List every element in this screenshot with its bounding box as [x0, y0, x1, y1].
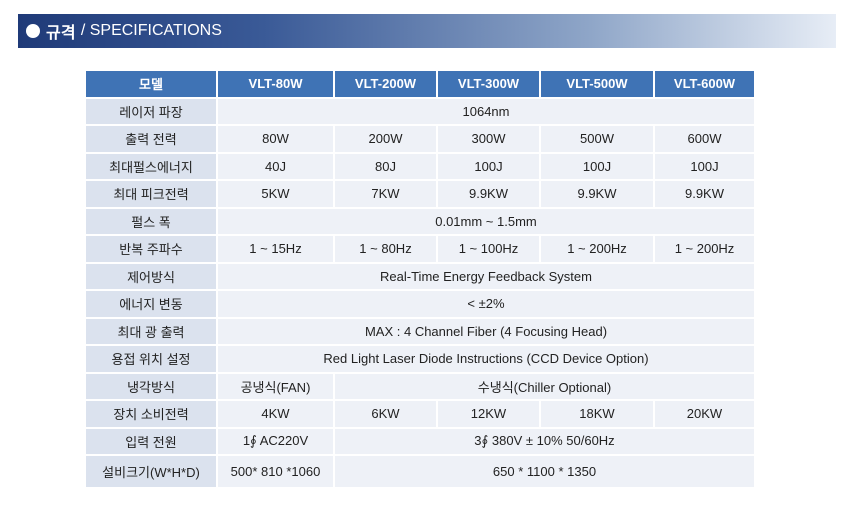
table-row: 펄스 폭 0.01mm ~ 1.5mm — [84, 206, 756, 236]
table-row: 장치 소비전력 4KW 6KW 12KW 18KW 20KW — [84, 399, 756, 429]
table-cell: 20KW — [653, 399, 756, 429]
row-label: 냉각방식 — [84, 371, 218, 401]
table-row: 설비크기(W*H*D) 500* 810 *1060 650 * 1100 * … — [84, 454, 756, 489]
col-header-model: 모델 — [84, 69, 218, 99]
table-cell: 4KW — [216, 399, 335, 429]
table-row: 최대 피크전력 5KW 7KW 9.9KW 9.9KW 9.9KW — [84, 179, 756, 209]
spec-table: 모델 VLT-80W VLT-200W VLT-300W VLT-500W VL… — [84, 69, 756, 489]
table-row: 냉각방식 공냉식(FAN) 수냉식(Chiller Optional) — [84, 371, 756, 401]
row-label: 최대펄스에너지 — [84, 151, 218, 181]
table-cell: 5KW — [216, 179, 335, 209]
col-header-vlt-600w: VLT-600W — [653, 69, 756, 99]
table-row: 레이저 파장 1064nm — [84, 96, 756, 126]
table-cell: 650 * 1100 * 1350 — [333, 454, 756, 489]
row-label: 에너지 변동 — [84, 289, 218, 319]
row-label: 제어방식 — [84, 261, 218, 291]
table-row: 최대 광 출력 MAX : 4 Channel Fiber (4 Focusin… — [84, 316, 756, 346]
table-cell: Real-Time Energy Feedback System — [216, 261, 756, 291]
table-cell: 6KW — [333, 399, 438, 429]
col-header-vlt-300w: VLT-300W — [436, 69, 541, 99]
table-cell: 200W — [333, 124, 438, 154]
table-cell: 12KW — [436, 399, 541, 429]
table-cell: Red Light Laser Diode Instructions (CCD … — [216, 344, 756, 374]
table-cell: 1 ~ 200Hz — [653, 234, 756, 264]
table-cell: 80J — [333, 151, 438, 181]
table-cell: 수냉식(Chiller Optional) — [333, 371, 756, 401]
table-cell: 9.9KW — [436, 179, 541, 209]
row-label: 설비크기(W*H*D) — [84, 454, 218, 489]
table-cell: 3∮ 380V ± 10% 50/60Hz — [333, 426, 756, 456]
table-cell: < ±2% — [216, 289, 756, 319]
table-row: 최대펄스에너지 40J 80J 100J 100J 100J — [84, 151, 756, 181]
table-row: 출력 전력 80W 200W 300W 500W 600W — [84, 124, 756, 154]
table-cell: 1 ~ 80Hz — [333, 234, 438, 264]
table-cell: 1 ~ 15Hz — [216, 234, 335, 264]
table-row: 용접 위치 설정 Red Light Laser Diode Instructi… — [84, 344, 756, 374]
row-label: 장치 소비전력 — [84, 399, 218, 429]
table-cell: 1∮ AC220V — [216, 426, 335, 456]
section-title: 규격 — [46, 25, 76, 42]
table-cell: 40J — [216, 151, 335, 181]
table-cell: 9.9KW — [653, 179, 756, 209]
col-header-vlt-80w: VLT-80W — [216, 69, 335, 99]
row-label: 용접 위치 설정 — [84, 344, 218, 374]
row-label: 최대 피크전력 — [84, 179, 218, 209]
table-cell: 100J — [539, 151, 655, 181]
table-row: 반복 주파수 1 ~ 15Hz 1 ~ 80Hz 1 ~ 100Hz 1 ~ 2… — [84, 234, 756, 264]
table-cell: 600W — [653, 124, 756, 154]
col-header-vlt-200w: VLT-200W — [333, 69, 438, 99]
col-header-vlt-500w: VLT-500W — [539, 69, 655, 99]
row-label: 레이저 파장 — [84, 96, 218, 126]
row-label: 반복 주파수 — [84, 234, 218, 264]
table-row: 제어방식 Real-Time Energy Feedback System — [84, 261, 756, 291]
row-label: 펄스 폭 — [84, 206, 218, 236]
table-row: 에너지 변동 < ±2% — [84, 289, 756, 319]
table-cell: 9.9KW — [539, 179, 655, 209]
row-label: 출력 전력 — [84, 124, 218, 154]
table-cell: 7KW — [333, 179, 438, 209]
table-cell: 18KW — [539, 399, 655, 429]
table-header-row: 모델 VLT-80W VLT-200W VLT-300W VLT-500W VL… — [84, 69, 756, 99]
table-cell: 1 ~ 100Hz — [436, 234, 541, 264]
table-cell: MAX : 4 Channel Fiber (4 Focusing Head) — [216, 316, 756, 346]
table-cell: 300W — [436, 124, 541, 154]
table-cell: 공냉식(FAN) — [216, 371, 335, 401]
table-row: 입력 전원 1∮ AC220V 3∮ 380V ± 10% 50/60Hz — [84, 426, 756, 456]
table-cell: 1064nm — [216, 96, 756, 126]
table-cell: 500W — [539, 124, 655, 154]
table-cell: 100J — [436, 151, 541, 181]
table-cell: 0.01mm ~ 1.5mm — [216, 206, 756, 236]
table-cell: 1 ~ 200Hz — [539, 234, 655, 264]
row-label: 최대 광 출력 — [84, 316, 218, 346]
section-subtitle: / SPECIFICATIONS — [80, 22, 222, 39]
table-cell: 80W — [216, 124, 335, 154]
bullet-icon — [26, 24, 40, 38]
table-cell: 500* 810 *1060 — [216, 454, 335, 489]
section-header: 규격 / SPECIFICATIONS — [18, 14, 836, 48]
table-cell: 100J — [653, 151, 756, 181]
row-label: 입력 전원 — [84, 426, 218, 456]
